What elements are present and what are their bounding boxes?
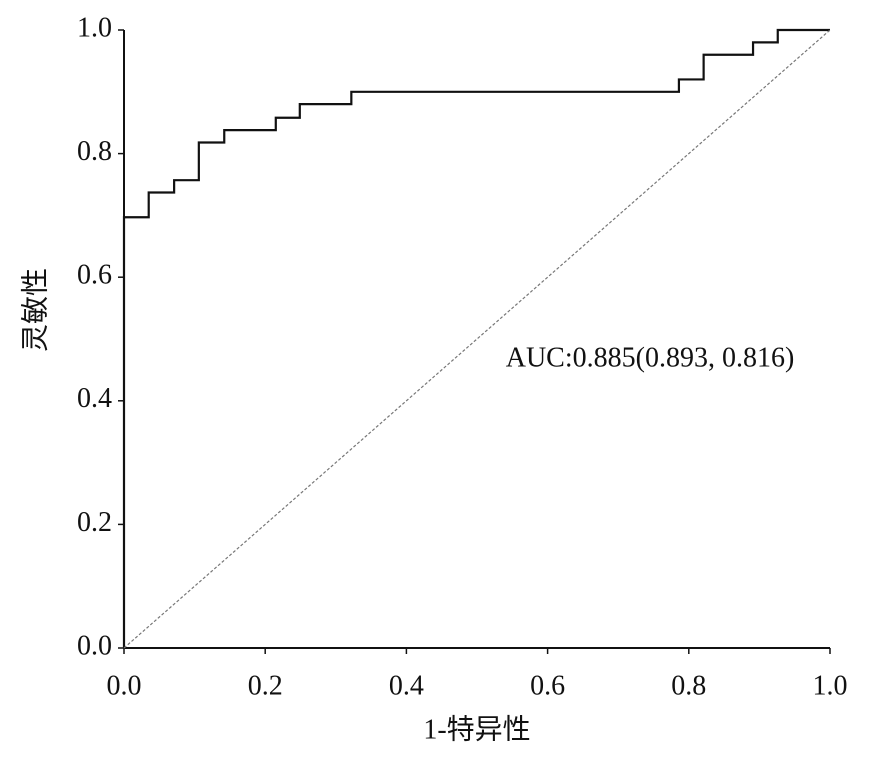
x-tick-label: 0.8 (671, 670, 706, 701)
x-tick-label: 1.0 (813, 670, 848, 701)
y-tick-label: 0.6 (77, 260, 112, 291)
y-tick-label: 0.0 (77, 630, 112, 661)
y-tick-label: 1.0 (77, 12, 112, 43)
annotation: AUC:0.885(0.893, 0.816) (506, 342, 795, 373)
y-tick-label: 0.8 (77, 136, 112, 167)
x-tick-label: 0.2 (248, 670, 283, 701)
x-tick-label: 0.0 (107, 670, 142, 701)
y-tick-label: 0.2 (77, 507, 112, 538)
roc-line (123, 29, 831, 649)
x-tick-label: 0.6 (530, 670, 565, 701)
roc-line (122, 28, 830, 648)
x-axis-label: 1-特异性 (423, 713, 530, 745)
y-tick-label: 0.4 (77, 383, 112, 414)
y-axis-label: 灵敏性 (19, 268, 51, 352)
x-tick-label: 0.4 (389, 670, 424, 701)
